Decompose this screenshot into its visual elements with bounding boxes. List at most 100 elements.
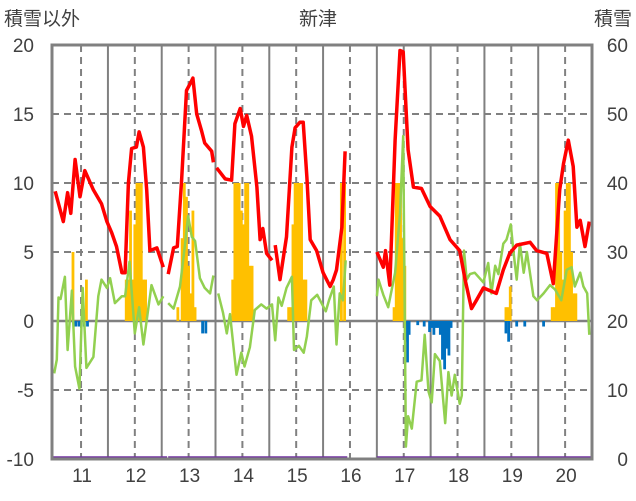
positive-bar	[399, 183, 402, 321]
positive-bar	[304, 279, 308, 321]
negative-bar	[507, 321, 511, 342]
x-tick-label: 12	[125, 466, 146, 487]
x-tick-label: 19	[502, 466, 523, 487]
right-y-tick-label: 10	[607, 381, 628, 402]
left-y-tick-label: 20	[13, 36, 34, 57]
negative-bar	[201, 321, 204, 334]
positive-bar	[561, 279, 565, 321]
positive-bar	[233, 183, 237, 321]
positive-bar	[185, 196, 188, 321]
negative-bar	[204, 321, 208, 334]
positive-bar	[506, 307, 510, 321]
negative-bar	[436, 321, 440, 328]
positive-bar	[552, 307, 556, 321]
positive-bar	[191, 210, 195, 321]
x-tick-label: 20	[556, 466, 577, 487]
negative-bar	[515, 321, 519, 327]
right-y-tick-label: 60	[607, 36, 628, 57]
right-y-tick-label: 40	[607, 174, 628, 195]
negative-bar	[430, 321, 434, 328]
positive-bar	[401, 238, 405, 321]
negative-bar	[77, 321, 81, 327]
positive-bar	[287, 307, 291, 321]
x-tick-label: 18	[448, 466, 469, 487]
right-y-tick-label: 30	[607, 243, 628, 264]
right-y-tick-label: 20	[607, 312, 628, 333]
positive-bar	[568, 183, 571, 321]
positive-bar	[133, 224, 137, 321]
positive-bar	[300, 183, 303, 321]
negative-bar	[86, 321, 89, 327]
positive-bar	[343, 183, 346, 321]
positive-bar	[142, 279, 145, 321]
negative-bar	[407, 321, 411, 335]
right-y-tick-label: 50	[607, 105, 628, 126]
right-axis-label: 積雪	[594, 8, 632, 30]
x-tick-label: 17	[394, 466, 415, 487]
positive-bar	[242, 224, 245, 321]
x-tick-label: 13	[179, 466, 200, 487]
positive-bar	[295, 183, 299, 321]
positive-bar	[237, 183, 241, 321]
positive-bar	[570, 252, 573, 321]
x-tick-label: 15	[287, 466, 308, 487]
left-y-tick-label: 5	[23, 243, 34, 264]
positive-bar	[239, 210, 243, 321]
left-y-tick-label: 0	[23, 312, 34, 333]
positive-bar	[244, 183, 248, 321]
positive-bar	[557, 183, 561, 321]
positive-bar	[139, 183, 143, 321]
positive-bar	[289, 307, 293, 321]
x-tick-label: 16	[340, 466, 361, 487]
positive-bar	[246, 183, 250, 321]
positive-bar	[291, 224, 295, 321]
positive-bar	[574, 293, 578, 321]
positive-bar	[137, 183, 141, 321]
positive-bar	[144, 279, 147, 321]
positive-bar	[339, 183, 343, 321]
negative-bar	[422, 321, 426, 327]
positive-bar	[126, 279, 130, 321]
positive-bar	[563, 210, 567, 321]
negative-bar	[445, 321, 449, 349]
positive-bar	[302, 279, 306, 321]
positive-bar	[559, 252, 563, 321]
positive-bar	[250, 265, 254, 321]
snow_depth_red-line	[53, 48, 592, 311]
positive-bar	[248, 265, 252, 321]
negative-bar	[74, 321, 78, 327]
positive-bar	[565, 183, 569, 321]
left-axis-label: 積雪以外	[4, 8, 80, 30]
negative-bar	[438, 321, 442, 335]
negative-bar	[504, 321, 508, 334]
negative-bar	[449, 321, 453, 328]
positive-bar	[187, 265, 191, 321]
negative-bar	[447, 321, 451, 356]
positive-bar	[508, 286, 512, 321]
negative-bar	[428, 321, 431, 333]
positive-bar	[180, 238, 184, 321]
x-tick-label: 14	[233, 466, 255, 487]
positive-bar	[550, 307, 554, 321]
left-y-tick-label: -10	[7, 450, 34, 471]
x-tick-label: 11	[72, 466, 92, 487]
negative-bar	[406, 321, 409, 363]
positive-bar	[396, 183, 400, 321]
positive-bar	[189, 293, 193, 321]
right-y-tick-label: 0	[617, 450, 628, 471]
negative-bar	[432, 321, 436, 335]
negative-bar	[523, 321, 527, 327]
negative-bar	[416, 321, 420, 326]
positive-bar	[572, 293, 576, 321]
chart-title: 新津	[299, 8, 337, 30]
other_green-line	[52, 134, 591, 448]
bars	[71, 183, 578, 370]
negative-bar	[443, 321, 447, 370]
positive-bar	[135, 183, 139, 321]
tick-labels: 11 12 13 14 15 16 17 18 19 2020151050-5-106050403…	[7, 36, 628, 487]
negative-bar	[434, 321, 438, 328]
positive-bar	[71, 252, 75, 321]
positive-bar	[176, 307, 180, 321]
left-y-tick-label: 15	[13, 105, 34, 126]
